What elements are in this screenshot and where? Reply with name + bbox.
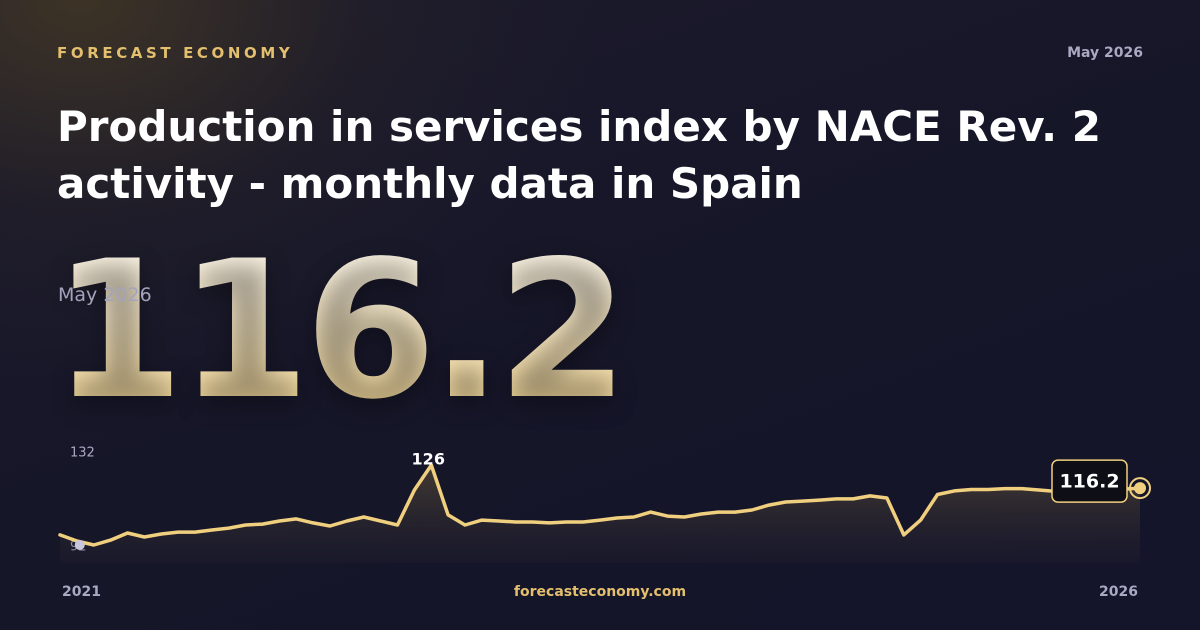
x-tick-label: 2026 (1099, 584, 1138, 600)
date: May 2026 (1067, 45, 1143, 61)
source: forecasteconomy.com (514, 584, 686, 600)
latest-date: May 2026 (58, 284, 152, 306)
line (58, 463, 1142, 547)
end-label-box (1051, 459, 1128, 503)
min-point (74, 540, 85, 550)
chart-title: Production in services index by NACE Rev… (57, 102, 1101, 208)
latest-value: 116.2 (52, 220, 629, 441)
end-point (1134, 482, 1146, 495)
brand: FORECAST ECONOMY (57, 44, 294, 62)
x-tick-label: 2021 (62, 584, 101, 600)
end-label: 116.2 (1059, 471, 1119, 493)
area (60, 465, 1140, 563)
peak-label: 126 (412, 450, 445, 469)
y-tick-label: 132 (70, 446, 95, 461)
end-ring (1129, 477, 1151, 500)
